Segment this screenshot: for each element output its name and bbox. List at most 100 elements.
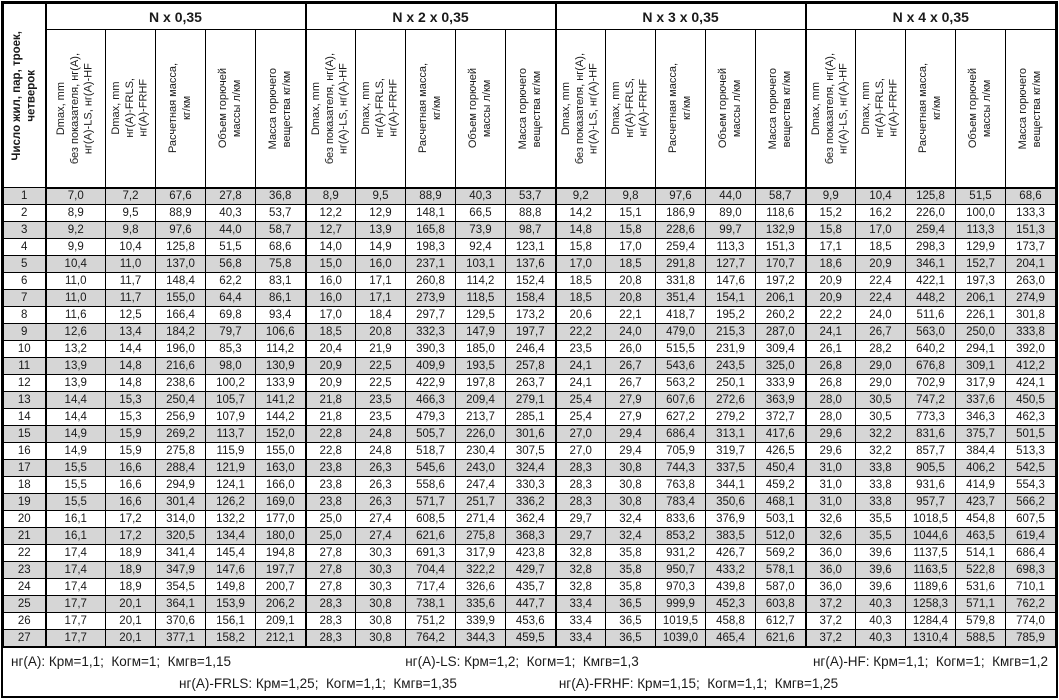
cell: 198,3 — [405, 238, 456, 256]
cell: 459,2 — [755, 476, 806, 494]
cell: 418,7 — [655, 306, 706, 324]
sub-header-g3-c5: Масса горючего вещества кг/км — [755, 29, 806, 189]
table-row: 10 13,2 14,4 196,0 85,3 114,2 20,4 21,9 390,3 185… — [3, 340, 1056, 358]
cell: 125,8 — [155, 238, 206, 256]
cell: 294,1 — [955, 340, 1006, 358]
row-number: 19 — [3, 493, 46, 511]
sub-header-g3-c3: Расчетная масса, кг/км — [655, 29, 706, 189]
cell: 14,8 — [554, 221, 606, 239]
cell: 307,5 — [505, 442, 556, 460]
cell: 259,4 — [905, 221, 956, 239]
cell: 200,7 — [255, 578, 306, 596]
table-row: 20 16,1 17,2 314,0 132,2 177,0 25,0 27,4 608,5 27… — [3, 510, 1056, 528]
cell: 14,8 — [105, 357, 156, 375]
cell: 28,3 — [554, 459, 606, 477]
sub-header-label: Dmax, mm нг(А)-FRLS, нг(А)-FRHF — [859, 78, 900, 139]
cell: 686,4 — [1005, 544, 1056, 562]
cell: 130,9 — [255, 357, 306, 375]
cell: 11,6 — [44, 306, 106, 324]
cell: 744,3 — [655, 459, 706, 477]
cell: 29,0 — [855, 374, 906, 392]
cell: 22,4 — [855, 289, 906, 307]
cell: 39,6 — [855, 544, 906, 562]
cell: 12,7 — [304, 221, 356, 239]
cell: 433,2 — [705, 561, 756, 579]
cell: 25,4 — [554, 391, 606, 409]
cell: 362,4 — [505, 510, 556, 528]
cell: 259,4 — [655, 238, 706, 256]
cell: 17,0 — [554, 255, 606, 273]
cell: 468,1 — [755, 493, 806, 511]
cell: 279,2 — [705, 408, 756, 426]
cell: 118,5 — [455, 289, 506, 307]
cell: 13,9 — [355, 221, 406, 239]
cell: 479,0 — [655, 323, 706, 341]
row-number: 7 — [3, 289, 46, 307]
sub-header-label: Dmax, mm нг(А)-FRLS, нг(А)-FRHF — [359, 78, 400, 139]
cell: 158,4 — [505, 289, 556, 307]
cell: 14,4 — [105, 340, 156, 358]
table-row: 23 17,4 18,9 347,9 147,6 197,7 27,8 30,3 704,4 32… — [3, 561, 1056, 579]
cell: 144,2 — [255, 408, 306, 426]
note-ng-a-frhf: нг(А)-FRHF: Крм=1,15; Когм=1,1; Кмгв=1,2… — [558, 675, 839, 691]
cell: 317,9 — [955, 374, 1006, 392]
cell: 22,4 — [855, 272, 906, 290]
cell: 9,5 — [105, 204, 156, 222]
cell: 20,1 — [105, 629, 156, 647]
cell: 15,9 — [105, 442, 156, 460]
cell: 279,1 — [505, 391, 556, 409]
cell: 15,3 — [105, 408, 156, 426]
cell: 53,7 — [505, 187, 556, 205]
row-number: 8 — [3, 306, 46, 324]
cell: 1258,3 — [905, 595, 956, 613]
cell: 27,8 — [304, 544, 356, 562]
cell: 51,5 — [205, 238, 256, 256]
sub-header-g2-c5: Масса горючего вещества кг/км — [505, 29, 556, 189]
cell: 33,8 — [855, 493, 906, 511]
cell: 931,6 — [905, 476, 956, 494]
cell: 1039,0 — [655, 629, 706, 647]
cell: 27,9 — [605, 408, 656, 426]
cell: 22,1 — [605, 306, 656, 324]
cell: 115,9 — [205, 442, 256, 460]
cell: 514,1 — [955, 544, 1006, 562]
cell: 15,5 — [44, 476, 106, 494]
cell: 196,0 — [155, 340, 206, 358]
cell: 37,2 — [804, 595, 856, 613]
sub-header-g2-c4: Объем горючей массы л/км — [455, 29, 506, 189]
cell: 383,5 — [705, 527, 756, 545]
cell: 30,8 — [605, 459, 656, 477]
cell: 346,1 — [905, 255, 956, 273]
cell: 351,4 — [655, 289, 706, 307]
cell: 151,3 — [755, 238, 806, 256]
table-row: 14 14,4 15,3 256,9 107,9 144,2 21,8 23,5 479,3 21… — [3, 408, 1056, 426]
cell: 22,2 — [554, 323, 606, 341]
cell: 132,2 — [205, 510, 256, 528]
table-body: 1 7,0 7,2 67,6 27,8 36,8 8,9 9,5 88,9 40,3 53,7 9,2… — [3, 187, 1056, 647]
cell: 414,9 — [955, 476, 1006, 494]
cell: 26,3 — [355, 459, 406, 477]
cell: 15,8 — [804, 221, 856, 239]
cell: 363,9 — [755, 391, 806, 409]
cell: 831,6 — [905, 425, 956, 443]
cell: 18,9 — [105, 561, 156, 579]
cell: 88,9 — [405, 187, 456, 205]
cell: 16,0 — [304, 272, 356, 290]
cell: 18,5 — [554, 272, 606, 290]
cell: 957,7 — [905, 493, 956, 511]
cell: 607,6 — [655, 391, 706, 409]
cell: 30,5 — [855, 391, 906, 409]
cell: 20,6 — [554, 306, 606, 324]
cell: 148,4 — [155, 272, 206, 290]
cell: 18,5 — [605, 255, 656, 273]
cell: 93,4 — [255, 306, 306, 324]
cell: 35,5 — [855, 527, 906, 545]
cell: 156,1 — [205, 612, 256, 630]
cell: 28,0 — [804, 408, 856, 426]
cell: 155,0 — [255, 442, 306, 460]
cell: 263,7 — [505, 374, 556, 392]
cell: 83,1 — [255, 272, 306, 290]
cell: 28,2 — [855, 340, 906, 358]
cell: 426,7 — [705, 544, 756, 562]
table-row: 5 10,4 11,0 137,0 56,8 75,8 15,0 16,0 237,1 103,1… — [3, 255, 1056, 273]
